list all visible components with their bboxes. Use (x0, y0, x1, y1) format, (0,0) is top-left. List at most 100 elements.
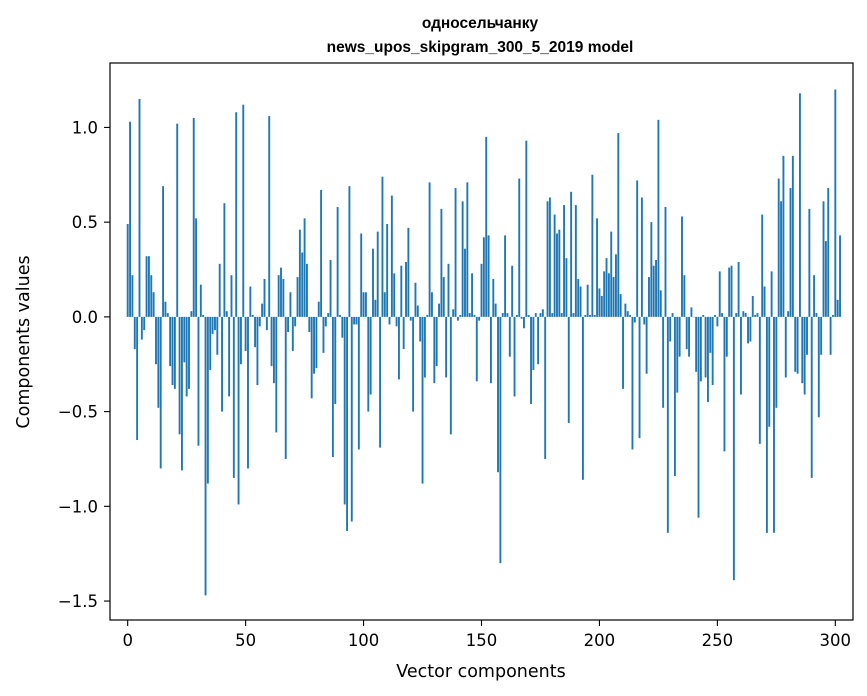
bar (379, 316, 382, 448)
bar (407, 227, 410, 317)
bar (256, 316, 259, 386)
bar (527, 314, 530, 317)
bar (178, 316, 181, 435)
bar (728, 267, 731, 317)
bar (190, 311, 193, 317)
bar (449, 316, 452, 435)
bar (537, 316, 540, 365)
bar (315, 316, 318, 369)
bar (383, 292, 386, 317)
bar (617, 133, 620, 317)
bar (612, 277, 615, 317)
bar (438, 303, 440, 317)
bar (725, 316, 728, 357)
bar (348, 186, 351, 317)
bar (433, 316, 436, 384)
x-tick-label: 300 (820, 631, 852, 650)
bar (716, 316, 719, 327)
bar (402, 316, 405, 350)
bar (346, 316, 348, 531)
bar (183, 316, 186, 363)
bar (662, 316, 665, 408)
bar (275, 316, 278, 433)
bar (820, 316, 823, 355)
bar (706, 316, 709, 403)
bar (176, 123, 179, 317)
bar (810, 316, 813, 478)
bar (534, 313, 537, 317)
bar (237, 316, 240, 505)
bar (310, 316, 313, 399)
bar (181, 316, 183, 471)
bar (218, 263, 221, 317)
bar (709, 316, 712, 353)
bar (376, 231, 379, 317)
bar (695, 316, 698, 372)
bar (485, 136, 488, 317)
y-tick-label: 0.5 (72, 213, 98, 232)
bar (421, 316, 424, 484)
bar (188, 316, 190, 389)
y-tick-label: −1.5 (58, 592, 98, 611)
bar-series (126, 89, 841, 596)
bar (824, 241, 827, 317)
bar (773, 316, 775, 533)
bar (497, 316, 499, 473)
y-tick-label: 0.0 (72, 308, 98, 327)
bar (513, 316, 516, 397)
bar (431, 292, 433, 317)
bar (162, 186, 165, 317)
bar (657, 119, 660, 317)
bar (155, 316, 157, 365)
bar (289, 292, 292, 317)
bar (282, 278, 285, 317)
bar (435, 316, 438, 367)
bar (228, 316, 231, 397)
bar (650, 222, 653, 317)
bar (353, 316, 356, 325)
bar (294, 316, 297, 327)
bar (839, 235, 841, 317)
bar (263, 278, 266, 317)
bar (702, 314, 705, 317)
bar (673, 316, 676, 477)
bar (426, 314, 429, 317)
bar (409, 316, 412, 321)
bar (398, 316, 400, 380)
bar (133, 316, 136, 350)
bar (258, 316, 261, 327)
bar (622, 316, 624, 389)
bar (763, 286, 766, 317)
bar (560, 313, 563, 317)
x-tick-label: 250 (702, 631, 734, 650)
bar (697, 316, 700, 518)
bar (466, 182, 469, 317)
bar (758, 316, 761, 444)
bar (718, 271, 721, 317)
bar (291, 316, 294, 351)
bar (518, 178, 521, 317)
bar (209, 316, 212, 370)
bar (610, 231, 613, 317)
y-tick-label: −1.0 (58, 497, 98, 516)
bar (775, 316, 778, 408)
bar (423, 316, 426, 378)
bar (475, 316, 478, 382)
bar (211, 316, 214, 334)
bar (581, 316, 584, 480)
bar (287, 316, 290, 333)
bar (251, 314, 254, 317)
bar (525, 140, 528, 317)
bar (136, 316, 139, 441)
bar (558, 229, 561, 317)
bar (195, 218, 198, 317)
bar (640, 197, 643, 317)
bar (676, 316, 679, 393)
bar (704, 316, 707, 378)
x-tick-label: 150 (466, 631, 498, 650)
bar (645, 316, 648, 374)
bar (343, 316, 346, 505)
bar (836, 299, 839, 317)
bar (140, 316, 143, 340)
bar (756, 313, 759, 317)
